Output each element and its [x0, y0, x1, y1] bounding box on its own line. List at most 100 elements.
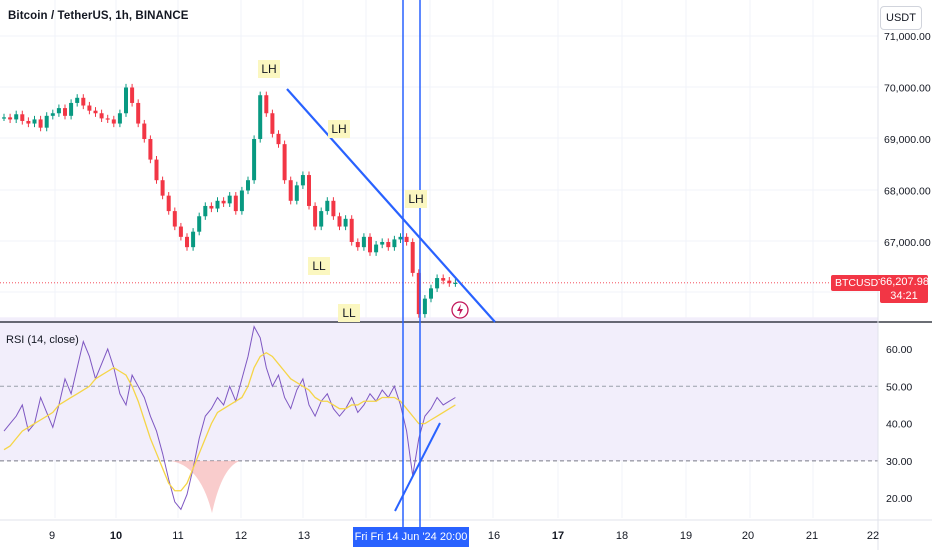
candle-body — [221, 200, 226, 204]
pattern-label: LH — [331, 122, 346, 136]
bar-countdown: 34:21 — [890, 290, 918, 302]
crosshair-date-tag: Fri Fri 14 Jun '24 20:00 — [353, 527, 469, 547]
rsi-ma-line — [3, 351, 456, 492]
last-price-value: 66,207.98 — [880, 276, 929, 288]
candle-body — [178, 226, 183, 237]
descending-trendline — [286, 88, 496, 323]
time-axis-label: 21 — [806, 530, 818, 542]
candle-body — [111, 119, 116, 124]
ticker-tag: BTCUSDT — [831, 275, 889, 291]
candle-body — [410, 242, 415, 273]
candle-body — [209, 205, 214, 209]
candle-body — [337, 216, 342, 227]
candle-body — [99, 113, 104, 119]
candle-body — [319, 211, 324, 227]
candle-body — [81, 97, 86, 106]
rsi-band — [0, 317, 878, 461]
candle-body — [429, 288, 433, 299]
price-axis-label: 71,000.00 — [884, 31, 931, 43]
candle-body — [258, 95, 263, 139]
candle-body — [142, 123, 147, 139]
candle-body — [276, 133, 281, 145]
candle-body — [355, 242, 360, 248]
rsi-axis-label: 20.00 — [886, 493, 912, 505]
candle-body — [44, 115, 49, 128]
candle-body — [75, 97, 80, 103]
candle-body — [441, 278, 446, 281]
rsi-line — [3, 325, 456, 511]
candle-body — [300, 175, 305, 186]
candle-body — [331, 200, 336, 217]
pattern-label: LH — [261, 62, 276, 76]
candle-body — [154, 159, 159, 181]
candle-body — [233, 195, 238, 212]
candle-body — [69, 102, 74, 116]
candle-body — [32, 119, 37, 124]
candle-body — [404, 236, 409, 242]
rsi-trendline — [394, 422, 441, 512]
candle-body — [368, 236, 372, 253]
candle-body — [392, 239, 397, 248]
rsi-axis-label: 60.00 — [886, 344, 912, 356]
time-axis-label: 17 — [552, 530, 564, 542]
candle-body — [374, 244, 379, 253]
candle-body — [282, 144, 287, 181]
pattern-label-box — [328, 120, 350, 138]
candle-body — [191, 231, 196, 248]
time-axis-label: 20 — [742, 530, 754, 542]
candle-body — [8, 117, 13, 120]
candle-body — [447, 280, 452, 284]
candle-body — [386, 242, 391, 248]
candle-body — [136, 102, 141, 124]
candle-body — [93, 110, 98, 114]
pattern-label-box — [338, 304, 360, 322]
candle-body — [453, 282, 458, 284]
candle-body — [26, 120, 31, 124]
candle-body — [63, 108, 67, 116]
candle-body — [227, 195, 232, 204]
pattern-label: LL — [312, 259, 326, 273]
candle-body — [166, 195, 171, 212]
candle-body — [215, 200, 220, 209]
flash-bolt-icon — [457, 304, 463, 316]
candle-body — [380, 242, 385, 245]
candle-body — [130, 87, 135, 103]
currency-button[interactable]: USDT — [880, 6, 922, 30]
rsi-oversold-fill — [170, 460, 240, 514]
time-axis-label: 11 — [172, 530, 183, 542]
candle-body — [38, 119, 43, 128]
rsi-axis-label: 40.00 — [886, 419, 912, 431]
rsi-title: RSI (14, close) — [6, 334, 79, 346]
candle-body — [313, 205, 318, 227]
candle-body — [349, 218, 354, 242]
candle-body — [435, 278, 440, 289]
candle-body — [197, 216, 202, 232]
candle-body — [294, 185, 299, 201]
pattern-label-box — [258, 60, 280, 78]
candle-body — [239, 190, 244, 212]
price-axis-label: 69,000.00 — [884, 134, 931, 146]
symbol-title: Bitcoin / TetherUS, 1h, BINANCE — [8, 10, 189, 22]
candle-body — [148, 139, 153, 160]
rsi-axis-label: 30.00 — [886, 456, 912, 468]
price-axis-label: 68,000.00 — [884, 186, 931, 198]
candle-body — [117, 113, 122, 124]
last-price-box: 66,207.98 34:21 — [880, 275, 929, 303]
candle-body — [264, 95, 269, 114]
candle-body — [270, 113, 275, 134]
candle-body — [422, 298, 427, 315]
time-axis-label: 13 — [298, 530, 310, 542]
candle-body — [124, 87, 128, 114]
candle-body — [56, 108, 61, 114]
pattern-label-box — [405, 190, 427, 208]
time-axis-label: 18 — [616, 530, 628, 542]
candle-body — [288, 180, 293, 201]
pattern-label: LL — [342, 306, 356, 320]
price-axis-label: 67,000.00 — [884, 237, 931, 249]
candle-body — [203, 205, 208, 217]
candle-body — [398, 236, 403, 240]
candle-body — [343, 218, 348, 227]
price-axis-label: 70,000.00 — [884, 83, 931, 95]
